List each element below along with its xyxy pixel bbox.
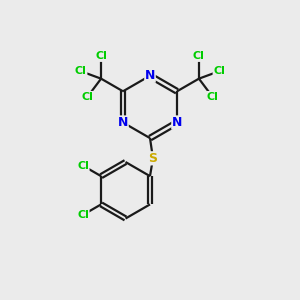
Text: Cl: Cl xyxy=(193,51,205,62)
Text: Cl: Cl xyxy=(82,92,94,101)
Text: Cl: Cl xyxy=(77,161,89,171)
Text: N: N xyxy=(118,116,128,129)
Text: S: S xyxy=(148,152,158,165)
Text: Cl: Cl xyxy=(77,210,89,220)
Text: N: N xyxy=(172,116,182,129)
Text: Cl: Cl xyxy=(206,92,218,101)
Text: Cl: Cl xyxy=(213,66,225,76)
Text: Cl: Cl xyxy=(75,66,87,76)
Text: N: N xyxy=(145,69,155,82)
Text: Cl: Cl xyxy=(95,51,107,62)
